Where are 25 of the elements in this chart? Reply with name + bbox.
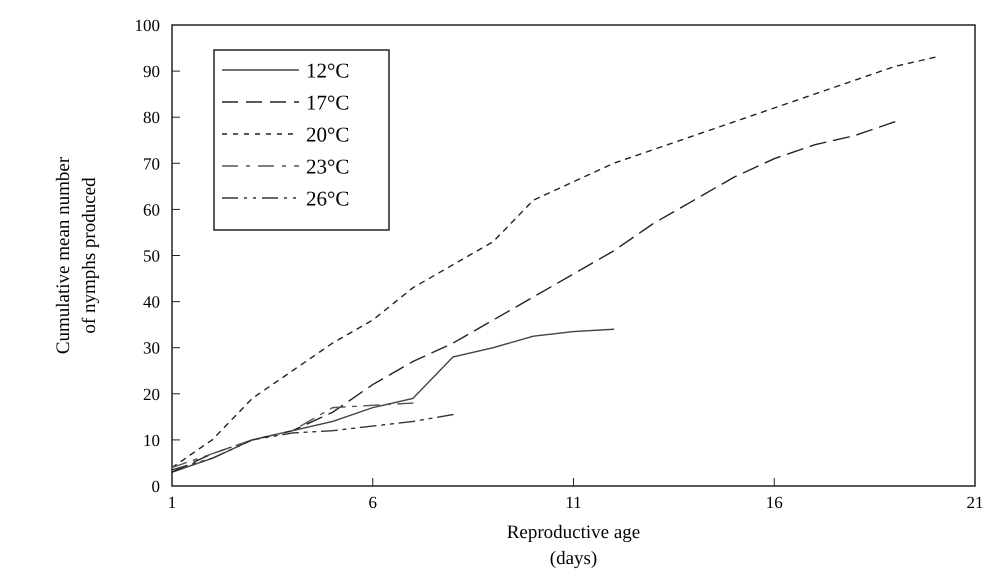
y-tick-label: 0 xyxy=(152,476,160,496)
y-tick-label: 60 xyxy=(143,200,160,220)
y-tick-label: 90 xyxy=(143,62,160,82)
x-tick-label: 6 xyxy=(368,493,377,512)
legend-label: 17°C xyxy=(306,90,350,114)
y-tick-label: 40 xyxy=(143,292,160,312)
x-tick-label: 21 xyxy=(966,493,983,512)
y-tick-label: 10 xyxy=(143,430,160,450)
y-tick-label: 100 xyxy=(134,16,160,35)
x-tick-label: 16 xyxy=(766,493,783,512)
line-series xyxy=(171,414,454,471)
legend-label: 20°C xyxy=(306,122,350,146)
line-series xyxy=(171,402,414,468)
legend-label: 12°C xyxy=(306,58,350,82)
y-tick-label: 80 xyxy=(143,108,160,128)
y-tick-label: 50 xyxy=(143,246,160,266)
legend-label: 26°C xyxy=(306,186,350,210)
y-tick-label: 30 xyxy=(143,338,160,358)
x-tick-label: 1 xyxy=(168,493,176,512)
x-axis-title: Reproductive age (days) xyxy=(506,522,640,569)
y-tick-label: 70 xyxy=(143,154,160,174)
y-tick-label: 20 xyxy=(143,384,160,404)
legend-label: 23°C xyxy=(306,154,350,178)
x-tick-label: 11 xyxy=(565,493,582,512)
y-axis-title: Cumulative mean number of nymphs produced xyxy=(53,156,100,354)
